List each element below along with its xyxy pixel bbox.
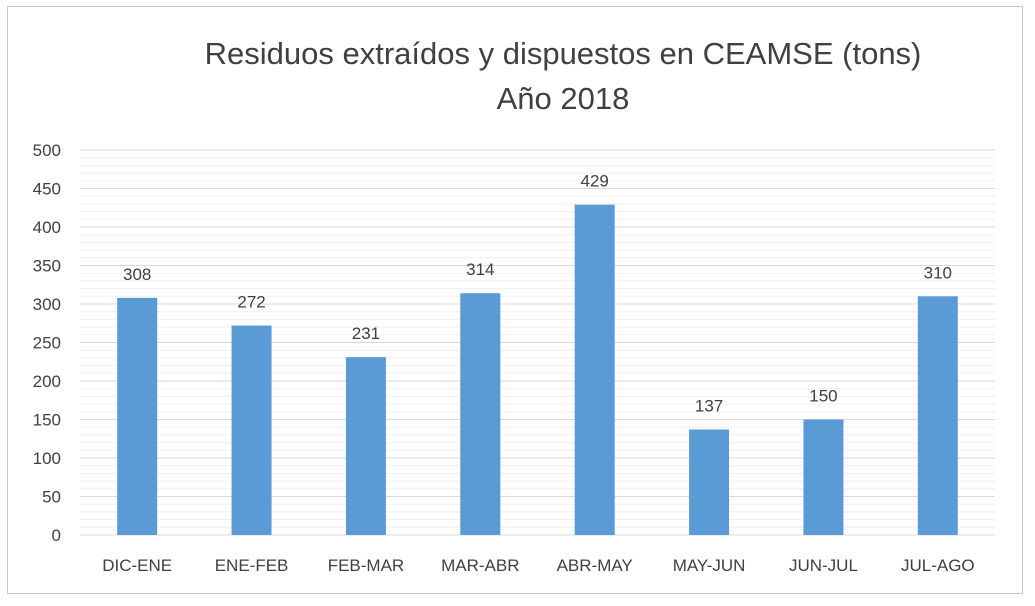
y-tick-label: 500 [33, 141, 61, 160]
data-labels: 308 272 231 314 429 137 150 310 [123, 172, 952, 416]
y-tick-label: 300 [33, 295, 61, 314]
y-tick-label: 200 [33, 372, 61, 391]
y-tick-label: 50 [42, 488, 61, 507]
category-label: DIC-ENE [102, 556, 172, 575]
chart-title: Residuos extraídos y dispuestos en CEAMS… [204, 36, 922, 71]
y-tick-label: 0 [52, 526, 61, 545]
data-label: 429 [581, 172, 609, 191]
y-tick-label: 250 [33, 334, 61, 353]
chart-subtitle: Año 2018 [496, 81, 630, 116]
y-tick-label: 400 [33, 218, 61, 237]
category-label: FEB-MAR [328, 556, 405, 575]
data-label: 150 [809, 387, 837, 406]
category-label: JUN-JUL [789, 556, 858, 575]
bar-feb-mar [345, 357, 386, 535]
y-tick-label: 350 [33, 257, 61, 276]
bar-jun-jul [803, 419, 844, 535]
data-label: 308 [123, 265, 151, 284]
data-label: 310 [924, 263, 952, 282]
y-axis-ticks: 0 50 100 150 200 250 300 350 400 450 500 [33, 141, 61, 545]
bar-jul-ago [917, 296, 958, 535]
data-label: 314 [466, 260, 494, 279]
gridlines [80, 149, 995, 536]
y-tick-label: 450 [33, 180, 61, 199]
y-tick-label: 100 [33, 449, 61, 468]
category-label: MAR-ABR [441, 556, 519, 575]
bar-may-jun [689, 429, 730, 535]
bar-abr-may [574, 204, 615, 536]
data-label: 231 [352, 324, 380, 343]
bar-ene-feb [231, 325, 272, 535]
category-label: ENE-FEB [215, 556, 289, 575]
category-label: MAY-JUN [673, 556, 746, 575]
bars [117, 204, 958, 536]
y-tick-label: 150 [33, 411, 61, 430]
data-label: 272 [237, 293, 265, 312]
x-axis-categories: DIC-ENE ENE-FEB FEB-MAR MAR-ABR ABR-MAY MAY-J… [102, 556, 974, 575]
bar-mar-abr [460, 293, 501, 535]
data-label: 137 [695, 397, 723, 416]
category-label: ABR-MAY [557, 556, 633, 575]
bar-dic-ene [117, 297, 158, 535]
category-label: JUL-AGO [901, 556, 975, 575]
